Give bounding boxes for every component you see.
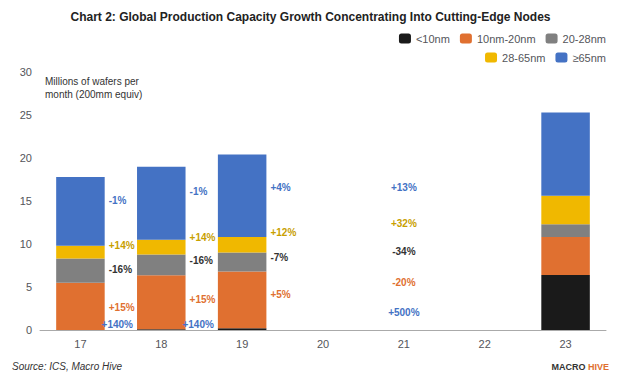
svg-text:+14%: +14%	[109, 240, 135, 251]
svg-text:+4%: +4%	[270, 182, 290, 193]
svg-text:+15%: +15%	[109, 302, 135, 313]
svg-text:MACRO: MACRO	[551, 362, 585, 372]
svg-text:25: 25	[20, 109, 32, 121]
svg-text:+140%: +140%	[182, 319, 214, 330]
svg-text:+15%: +15%	[190, 294, 216, 305]
svg-text:+500%: +500%	[388, 307, 420, 318]
svg-text:Millions of wafers per: Millions of wafers per	[45, 76, 140, 87]
svg-text:Source: ICS, Macro Hive: Source: ICS, Macro Hive	[12, 361, 122, 372]
svg-text:+13%: +13%	[391, 182, 417, 193]
svg-text:≥65nm: ≥65nm	[572, 52, 606, 64]
svg-text:-20%: -20%	[392, 277, 415, 288]
svg-text:+32%: +32%	[391, 218, 417, 229]
svg-text:+5%: +5%	[270, 289, 290, 300]
svg-text:10: 10	[20, 238, 32, 250]
svg-text:+12%: +12%	[270, 227, 296, 238]
svg-text:28-65nm: 28-65nm	[502, 52, 545, 64]
svg-text:-1%: -1%	[190, 186, 208, 197]
svg-text:month (200mm equiv): month (200mm equiv)	[45, 89, 142, 100]
svg-text:20: 20	[317, 338, 329, 350]
svg-text:Chart 2: Global Production Cap: Chart 2: Global Production Capacity Grow…	[70, 10, 550, 24]
svg-text:30: 30	[20, 66, 32, 78]
svg-text:23: 23	[559, 338, 571, 350]
svg-text:10nm-20nm: 10nm-20nm	[477, 33, 536, 45]
svg-text:HIVE: HIVE	[588, 362, 609, 372]
svg-text:18: 18	[155, 338, 167, 350]
svg-text:<10nm: <10nm	[416, 33, 450, 45]
svg-text:-16%: -16%	[190, 255, 213, 266]
svg-text:20: 20	[20, 152, 32, 164]
svg-text:-1%: -1%	[109, 195, 127, 206]
svg-text:15: 15	[20, 195, 32, 207]
svg-text:-34%: -34%	[392, 246, 415, 257]
svg-text:0: 0	[26, 324, 32, 336]
svg-text:5: 5	[26, 281, 32, 293]
svg-text:17: 17	[74, 338, 86, 350]
svg-text:19: 19	[236, 338, 248, 350]
svg-text:+14%: +14%	[190, 232, 216, 243]
svg-text:-16%: -16%	[109, 264, 132, 275]
svg-text:20-28nm: 20-28nm	[563, 33, 606, 45]
svg-text:-7%: -7%	[270, 252, 288, 263]
svg-text:21: 21	[398, 338, 410, 350]
svg-text:+140%: +140%	[102, 319, 134, 330]
svg-text:22: 22	[479, 338, 491, 350]
